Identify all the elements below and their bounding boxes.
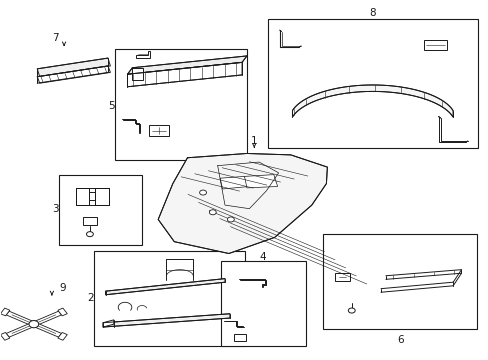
Circle shape bbox=[209, 210, 216, 215]
Bar bbox=[220, 261, 305, 346]
Text: 7: 7 bbox=[52, 33, 59, 43]
Circle shape bbox=[86, 231, 93, 237]
Polygon shape bbox=[244, 175, 277, 188]
Polygon shape bbox=[334, 273, 349, 281]
Polygon shape bbox=[32, 322, 61, 337]
Bar bbox=[323, 234, 476, 329]
Polygon shape bbox=[149, 126, 168, 136]
Text: 1: 1 bbox=[250, 136, 257, 145]
Polygon shape bbox=[0, 333, 10, 340]
Polygon shape bbox=[58, 333, 67, 340]
Bar bbox=[267, 19, 477, 148]
Text: 5: 5 bbox=[108, 102, 115, 112]
Polygon shape bbox=[136, 51, 150, 58]
Bar bbox=[115, 49, 246, 160]
Polygon shape bbox=[103, 314, 229, 327]
Polygon shape bbox=[127, 56, 246, 74]
Polygon shape bbox=[105, 279, 224, 295]
Polygon shape bbox=[132, 68, 143, 80]
Polygon shape bbox=[58, 308, 67, 316]
Circle shape bbox=[227, 217, 234, 222]
Polygon shape bbox=[82, 217, 97, 225]
Circle shape bbox=[347, 308, 354, 313]
Polygon shape bbox=[95, 188, 109, 205]
Circle shape bbox=[199, 190, 206, 195]
Polygon shape bbox=[6, 322, 35, 337]
Polygon shape bbox=[127, 62, 242, 87]
Polygon shape bbox=[32, 311, 61, 326]
Text: 8: 8 bbox=[368, 8, 375, 18]
Text: 2: 2 bbox=[87, 293, 94, 303]
Polygon shape bbox=[220, 176, 249, 189]
Circle shape bbox=[29, 320, 39, 328]
Bar bbox=[59, 175, 142, 244]
Polygon shape bbox=[423, 40, 447, 50]
Polygon shape bbox=[158, 153, 327, 253]
Text: 3: 3 bbox=[52, 204, 59, 215]
Polygon shape bbox=[103, 320, 114, 327]
Polygon shape bbox=[76, 188, 89, 205]
Polygon shape bbox=[0, 308, 10, 316]
Text: 4: 4 bbox=[259, 252, 266, 262]
Polygon shape bbox=[6, 311, 35, 326]
Polygon shape bbox=[292, 85, 452, 117]
Polygon shape bbox=[37, 58, 110, 77]
Polygon shape bbox=[233, 334, 245, 341]
Text: 6: 6 bbox=[396, 334, 403, 345]
Polygon shape bbox=[37, 66, 110, 83]
Text: 9: 9 bbox=[60, 283, 66, 293]
Bar bbox=[94, 251, 245, 346]
